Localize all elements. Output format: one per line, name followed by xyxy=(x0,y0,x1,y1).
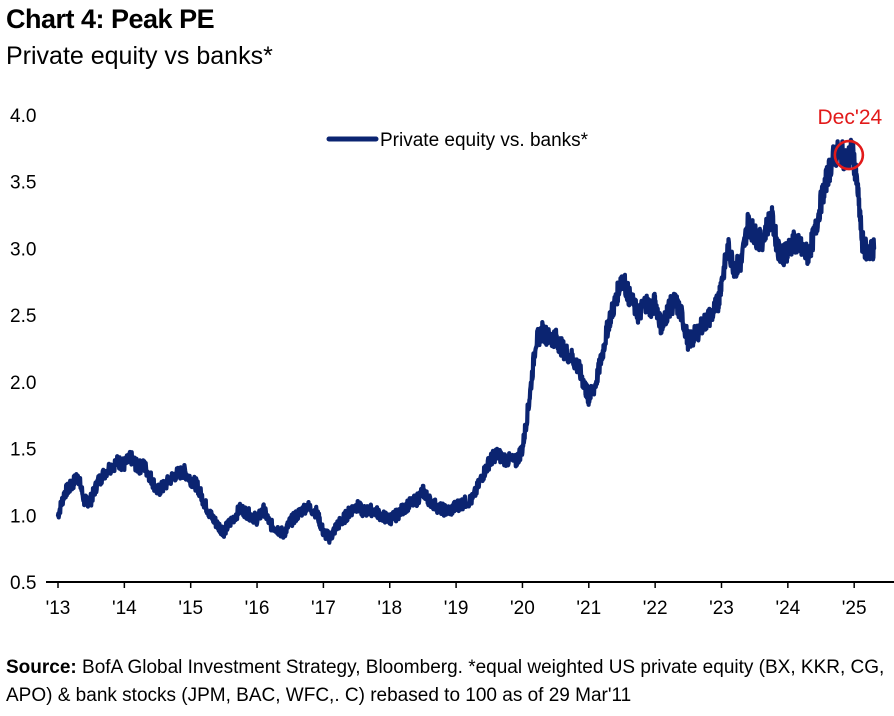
x-tick-label: '20 xyxy=(510,598,535,619)
y-tick-label: 2.0 xyxy=(10,373,36,394)
chart-subtitle: Private equity vs banks* xyxy=(6,42,273,70)
legend: Private equity vs. banks* xyxy=(326,130,589,151)
series-line-private-equity-vs-banks xyxy=(55,137,877,545)
x-tick-label: '18 xyxy=(377,598,402,619)
source-text: BofA Global Investment Strategy, Bloombe… xyxy=(6,657,885,706)
x-tick-label: '19 xyxy=(444,598,469,619)
x-tick-label: '16 xyxy=(245,598,270,619)
x-tick-label: '13 xyxy=(46,598,71,619)
x-axis: '13 '14 '15 '16 '17 '18 '19 '20 '21 '22 '23 '24 '25 xyxy=(46,581,894,619)
annotation-circle xyxy=(833,139,865,171)
line-chart: 0.5 1.0 1.5 2.0 2.5 3.0 3.5 4.0 '13 '14 '15 '16 '17… xyxy=(10,106,894,619)
x-tick-label: '22 xyxy=(643,598,668,619)
x-tick-label: '15 xyxy=(178,598,203,619)
source-label: Source: xyxy=(6,657,77,678)
chart-title: Chart 4: Peak PE xyxy=(6,4,215,34)
x-tick-label: '14 xyxy=(112,598,137,619)
x-tick-label: '25 xyxy=(842,598,867,619)
annotation-group: Dec'24 xyxy=(818,106,883,171)
y-tick-label: 1.0 xyxy=(10,506,36,527)
y-tick-label: 0.5 xyxy=(10,573,36,594)
x-tick-label: '23 xyxy=(709,598,734,619)
annotation-label: Dec'24 xyxy=(818,106,883,129)
y-tick-label: 1.5 xyxy=(10,440,36,461)
x-tick-label: '17 xyxy=(311,598,336,619)
y-axis: 0.5 1.0 1.5 2.0 2.5 3.0 3.5 4.0 xyxy=(10,106,36,594)
y-tick-label: 3.0 xyxy=(10,239,36,260)
series-group xyxy=(55,137,877,545)
x-tick-label: '24 xyxy=(775,598,800,619)
y-tick-label: 3.5 xyxy=(10,173,36,194)
y-tick-label: 2.5 xyxy=(10,306,36,327)
legend-label: Private equity vs. banks* xyxy=(380,130,589,151)
x-tick-label: '21 xyxy=(576,598,601,619)
y-tick-label: 4.0 xyxy=(10,106,36,127)
source-note: Source: BofA Global Investment Strategy,… xyxy=(6,654,890,710)
